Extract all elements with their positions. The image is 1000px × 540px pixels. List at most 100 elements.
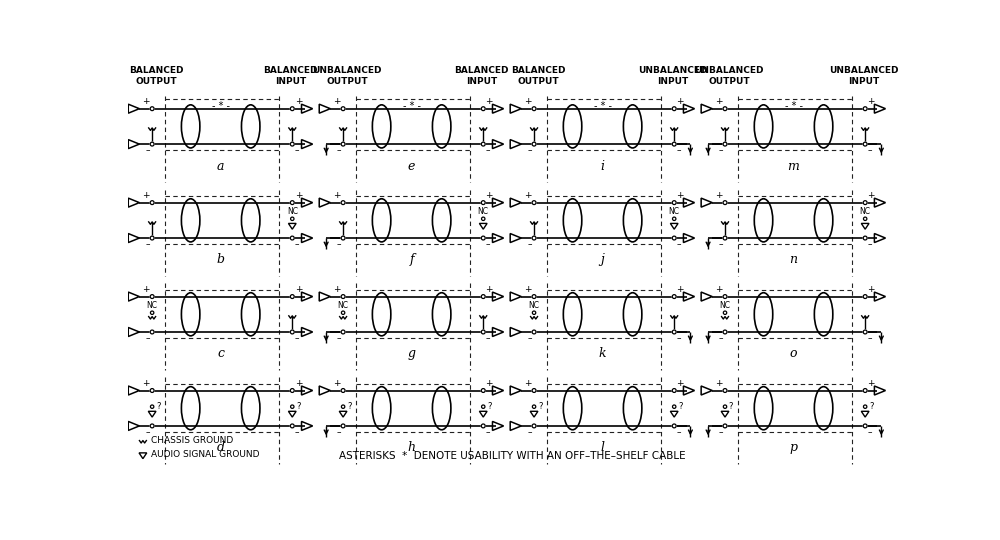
Text: BALANCED
INPUT: BALANCED INPUT [263, 66, 318, 86]
Circle shape [290, 389, 294, 393]
Text: +: + [677, 285, 684, 294]
Text: –: – [145, 146, 150, 156]
Text: +: + [295, 379, 302, 388]
Text: +: + [715, 379, 723, 388]
Text: –: – [677, 334, 681, 343]
Text: m: m [788, 159, 799, 172]
Text: –: – [336, 146, 341, 156]
Text: –: – [867, 334, 872, 343]
Text: +: + [715, 191, 723, 200]
Circle shape [290, 330, 294, 334]
Text: –: – [486, 240, 490, 249]
Circle shape [341, 142, 345, 146]
Circle shape [291, 217, 294, 220]
Text: ?: ? [729, 402, 733, 411]
Circle shape [290, 107, 294, 111]
Circle shape [863, 330, 867, 334]
Text: p: p [790, 441, 798, 454]
Text: +: + [486, 379, 493, 388]
Text: - * -: - * - [594, 101, 612, 111]
Text: b: b [217, 253, 225, 266]
Text: –: – [336, 334, 341, 343]
Text: ?: ? [156, 402, 160, 411]
Text: NC: NC [720, 301, 731, 309]
Text: ?: ? [678, 402, 683, 411]
Text: e: e [408, 159, 415, 172]
Circle shape [341, 330, 345, 334]
Circle shape [290, 295, 294, 299]
Text: +: + [867, 379, 875, 388]
Circle shape [532, 389, 536, 393]
Text: +: + [524, 379, 532, 388]
Circle shape [150, 295, 154, 299]
Circle shape [481, 330, 485, 334]
Circle shape [672, 107, 676, 111]
Text: +: + [524, 191, 532, 200]
Text: g: g [408, 347, 416, 360]
Circle shape [863, 142, 867, 146]
Text: o: o [790, 347, 797, 360]
Text: NC: NC [338, 301, 349, 309]
Text: +: + [867, 97, 875, 106]
Text: –: – [867, 428, 872, 437]
Circle shape [532, 311, 536, 314]
Circle shape [341, 107, 345, 111]
Text: –: – [718, 146, 723, 156]
Text: +: + [333, 285, 341, 294]
Circle shape [863, 236, 867, 240]
Circle shape [673, 405, 676, 408]
Circle shape [723, 311, 727, 314]
Text: –: – [527, 334, 532, 343]
Text: –: – [145, 428, 150, 437]
Circle shape [291, 405, 294, 408]
Text: –: – [718, 334, 723, 343]
Text: n: n [790, 253, 798, 266]
Text: BALANCED
OUTPUT: BALANCED OUTPUT [129, 66, 183, 86]
Text: –: – [486, 334, 490, 343]
Circle shape [481, 424, 485, 428]
Circle shape [150, 389, 154, 393]
Text: –: – [145, 240, 150, 249]
Text: +: + [295, 191, 302, 200]
Text: –: – [486, 146, 490, 156]
Circle shape [672, 201, 676, 205]
Text: UNBALANCED
OUTPUT: UNBALANCED OUTPUT [312, 66, 382, 86]
Text: i: i [601, 159, 605, 172]
Text: +: + [295, 97, 302, 106]
Text: +: + [677, 191, 684, 200]
Circle shape [481, 107, 485, 111]
Circle shape [672, 295, 676, 299]
Text: –: – [295, 428, 299, 437]
Text: –: – [677, 428, 681, 437]
Circle shape [723, 236, 727, 240]
Text: +: + [333, 379, 341, 388]
Text: +: + [142, 191, 150, 200]
Circle shape [863, 405, 867, 408]
Text: –: – [336, 428, 341, 437]
Circle shape [150, 107, 154, 111]
Text: +: + [486, 97, 493, 106]
Circle shape [723, 389, 727, 393]
Circle shape [672, 330, 676, 334]
Circle shape [672, 142, 676, 146]
Circle shape [290, 424, 294, 428]
Circle shape [863, 295, 867, 299]
Text: +: + [486, 285, 493, 294]
Text: +: + [333, 191, 341, 200]
Text: ?: ? [487, 402, 492, 411]
Text: BALANCED
OUTPUT: BALANCED OUTPUT [511, 66, 565, 86]
Circle shape [341, 311, 345, 314]
Circle shape [290, 201, 294, 205]
Circle shape [723, 424, 727, 428]
Text: –: – [145, 334, 150, 343]
Circle shape [290, 236, 294, 240]
Text: +: + [524, 285, 532, 294]
Text: ?: ? [538, 402, 542, 411]
Text: –: – [295, 240, 299, 249]
Circle shape [723, 142, 727, 146]
Circle shape [723, 295, 727, 299]
Text: –: – [336, 240, 341, 249]
Text: +: + [867, 285, 875, 294]
Circle shape [723, 405, 727, 408]
Text: k: k [599, 347, 606, 360]
